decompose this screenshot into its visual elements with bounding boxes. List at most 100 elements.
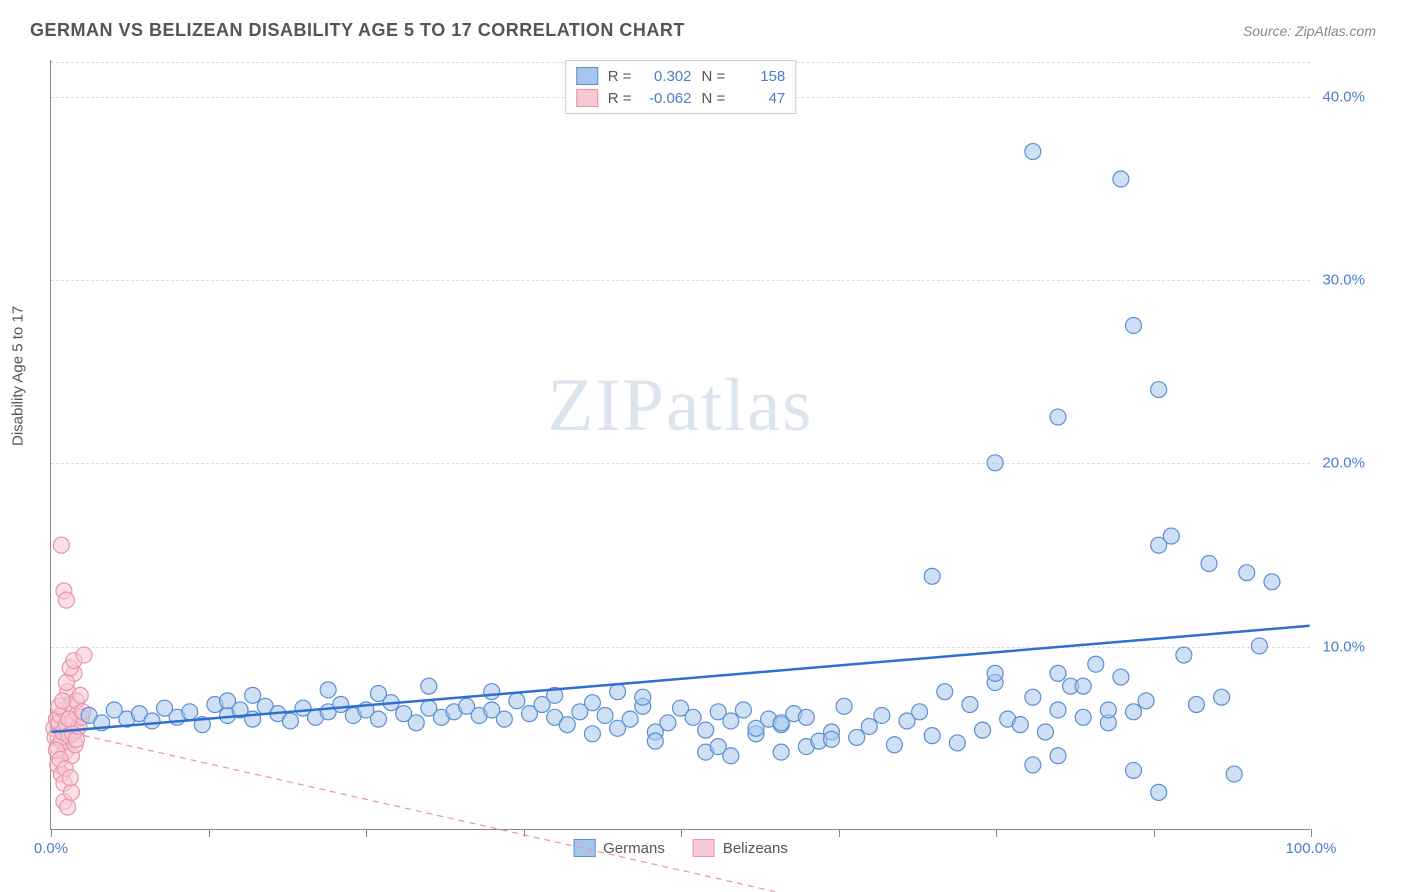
regression-line [51,728,1309,892]
data-point [1113,669,1129,685]
data-point [53,537,69,553]
data-point [1226,766,1242,782]
data-point [371,686,387,702]
data-point [597,707,613,723]
data-point [1176,647,1192,663]
data-point [584,695,600,711]
data-point [962,697,978,713]
x-tick [1154,829,1155,837]
data-point [748,720,764,736]
swatch-germans-icon [573,839,595,857]
data-point [1188,697,1204,713]
data-point [1100,702,1116,718]
data-point [1025,689,1041,705]
data-point [773,715,789,731]
data-point [987,455,1003,471]
x-tick-label: 100.0% [1286,840,1337,857]
data-point [1239,565,1255,581]
data-point [76,647,92,663]
data-point [874,707,890,723]
data-point [735,702,751,718]
data-point [647,733,663,749]
data-point [421,678,437,694]
legend-item-germans: Germans [573,839,665,857]
correlation-legend: R = 0.302 N = 158 R = -0.062 N = 47 [565,60,797,114]
data-point [660,715,676,731]
swatch-belizeans-icon [693,839,715,857]
data-point [798,709,814,725]
data-point [333,697,349,713]
data-point [685,709,701,725]
data-point [320,682,336,698]
data-point [1126,762,1142,778]
x-tick-label: 0.0% [34,840,68,857]
data-point [496,711,512,727]
data-point [622,711,638,727]
data-point [1025,757,1041,773]
data-point [949,735,965,751]
data-point [937,684,953,700]
data-point [509,693,525,709]
data-point [182,704,198,720]
data-point [1088,656,1104,672]
scatter-plot-svg [51,60,1310,829]
n-value-belizeans: 47 [735,90,785,107]
data-point [62,770,78,786]
x-tick [209,829,210,837]
data-point [1025,144,1041,160]
data-point [975,722,991,738]
data-point [559,717,575,733]
data-point [987,665,1003,681]
data-point [584,726,600,742]
legend-item-belizeans: Belizeans [693,839,788,857]
data-point [1201,556,1217,572]
legend-label-belizeans: Belizeans [723,840,788,857]
data-point [1050,409,1066,425]
data-point [1151,382,1167,398]
data-point [824,731,840,747]
r-value-germans: 0.302 [642,68,692,85]
data-point [1251,638,1267,654]
data-point [886,737,902,753]
x-tick [1311,829,1312,837]
data-point [698,722,714,738]
data-point [1163,528,1179,544]
y-tick-label: 10.0% [1322,638,1365,655]
data-point [1037,724,1053,740]
data-point [912,704,928,720]
x-tick [681,829,682,837]
data-point [1214,689,1230,705]
data-point [282,713,298,729]
data-point [371,711,387,727]
source-attribution: Source: ZipAtlas.com [1243,23,1376,39]
page-title: GERMAN VS BELIZEAN DISABILITY AGE 5 TO 1… [30,20,685,41]
data-point [610,684,626,700]
data-point [1075,709,1091,725]
data-point [55,693,71,709]
swatch-belizeans [576,89,598,107]
data-point [849,729,865,745]
data-point [58,592,74,608]
data-point [63,784,79,800]
data-point [1012,717,1028,733]
data-point [219,693,235,709]
x-tick [839,829,840,837]
data-point [1264,574,1280,590]
series-legend: Germans Belizeans [573,839,788,857]
r-value-belizeans: -0.062 [642,90,692,107]
data-point [72,687,88,703]
data-point [861,718,877,734]
data-point [408,715,424,731]
data-point [924,568,940,584]
data-point [924,728,940,744]
data-point [723,713,739,729]
y-tick-label: 30.0% [1322,272,1365,289]
chart-plot-area: ZIPatlas R = 0.302 N = 158 R = -0.062 N … [50,60,1310,830]
data-point [245,687,261,703]
x-tick [51,829,52,837]
legend-row-germans: R = 0.302 N = 158 [576,65,786,87]
data-point [1151,784,1167,800]
x-tick [996,829,997,837]
x-tick [524,829,525,837]
data-point [1138,693,1154,709]
